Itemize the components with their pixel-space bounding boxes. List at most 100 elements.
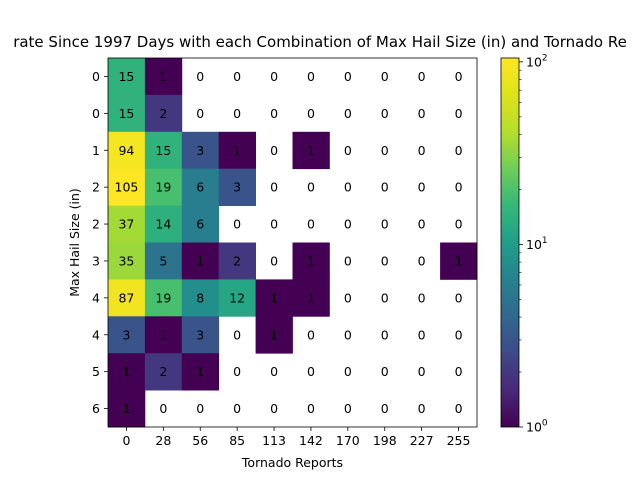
cell-value-label: 0 — [159, 401, 167, 416]
cell-value-label: 0 — [344, 253, 352, 268]
heatmap-cell — [218, 279, 256, 317]
plot-frame — [107, 57, 478, 428]
cell-value-label: 6 — [196, 180, 204, 195]
cell-value-label: 35 — [118, 253, 134, 268]
cell-value-label: 1 — [233, 143, 241, 158]
cell-value-label: 0 — [418, 290, 426, 305]
cell-value-label: 3 — [122, 327, 130, 342]
heatmap-cell — [144, 205, 183, 243]
cell-value-label: 0 — [307, 401, 315, 416]
cell-value-label: 0 — [196, 106, 204, 121]
x-tick-label: 56 — [192, 433, 208, 448]
colorbar-tick-label: 102 — [526, 53, 548, 69]
cell-value-label: 0 — [381, 253, 389, 268]
cell-value-label: 0 — [307, 106, 315, 121]
heatmap-cell — [255, 279, 293, 317]
heatmap-cell — [144, 58, 183, 96]
x-tick-label: 142 — [299, 433, 323, 448]
cell-value-label: 0 — [270, 69, 278, 84]
colorbar-ticks: 100 101 102 — [519, 53, 548, 435]
cell-value-label: 3 — [196, 143, 204, 158]
cell-value-label: 0 — [270, 217, 278, 232]
heatmap-cell — [108, 316, 146, 354]
x-tick-label: 28 — [155, 433, 171, 448]
heatmap-cell — [144, 279, 183, 317]
cell-value-label: 105 — [115, 180, 139, 195]
cell-value-label: 0 — [381, 69, 389, 84]
heatmap-cell — [181, 279, 220, 317]
heatmap-cell — [181, 205, 220, 243]
cell-value-label: 1 — [159, 69, 167, 84]
cell-value-label: 0 — [270, 106, 278, 121]
cell-value-label: 0 — [455, 364, 463, 379]
cell-value-label: 0 — [381, 217, 389, 232]
cell-value-label: 8 — [196, 290, 204, 305]
cell-value-label: 1 — [196, 364, 204, 379]
cell-value-label: 0 — [418, 253, 426, 268]
x-axis-ticks: 0 28 56 85 113 142 170 198 227 255 — [122, 427, 470, 448]
cell-value-label: 0 — [344, 69, 352, 84]
y-tick-label: 2 — [92, 180, 100, 195]
cell-value-label: 0 — [233, 327, 241, 342]
cell-value-label: 94 — [118, 143, 134, 158]
cell-value-label: 0 — [455, 69, 463, 84]
cell-value-label: 1 — [307, 143, 315, 158]
cell-value-label: 0 — [307, 364, 315, 379]
heatmap-cell — [181, 242, 220, 280]
heatmap-cells — [108, 58, 478, 428]
cell-value-label: 0 — [381, 364, 389, 379]
chart-title: rate Since 1997 Days with each Combinati… — [13, 33, 627, 51]
cell-value-label: 0 — [307, 217, 315, 232]
heatmap-cell — [108, 168, 146, 206]
cell-value-label: 0 — [344, 106, 352, 121]
y-tick-label: 0 — [92, 106, 100, 121]
x-tick-label: 255 — [447, 433, 471, 448]
heatmap-cell — [181, 353, 220, 391]
cell-value-label: 0 — [233, 364, 241, 379]
cell-value-label: 0 — [455, 143, 463, 158]
cell-value-label: 0 — [233, 69, 241, 84]
x-tick-label: 0 — [122, 433, 130, 448]
cell-value-label: 1 — [270, 327, 278, 342]
cell-value-label: 0 — [307, 69, 315, 84]
cell-value-label: 2 — [159, 106, 167, 121]
cell-value-label: 0 — [196, 69, 204, 84]
y-axis-ticks: 0 0 1 2 2 3 4 4 5 6 — [92, 69, 108, 416]
cell-value-label: 0 — [455, 290, 463, 305]
y-tick-label: 4 — [92, 327, 100, 342]
heatmap-cell — [108, 390, 146, 428]
cell-value-label: 0 — [344, 290, 352, 305]
y-axis-label: Max Hail Size (in) — [67, 188, 82, 297]
heatmap-cell — [181, 168, 220, 206]
x-tick-label: 227 — [410, 433, 434, 448]
cell-value-label: 0 — [344, 180, 352, 195]
heatmap-cell — [181, 316, 220, 354]
heatmap-cell — [144, 242, 183, 280]
cell-value-label: 0 — [344, 143, 352, 158]
cell-value-label: 0 — [455, 180, 463, 195]
cell-value-label: 14 — [155, 217, 171, 232]
cell-value-label: 1 — [270, 290, 278, 305]
cell-value-label: 0 — [381, 401, 389, 416]
cell-value-label: 0 — [418, 327, 426, 342]
heatmap-cell — [218, 131, 256, 170]
y-tick-label: 6 — [92, 401, 100, 416]
heatmap-cell — [292, 279, 330, 317]
heatmap-cell — [181, 131, 220, 170]
cell-value-label: 0 — [233, 401, 241, 416]
y-tick-label: 3 — [92, 253, 100, 268]
colorbar-tick-label: 101 — [526, 236, 548, 252]
x-axis-label: Tornado Reports — [241, 455, 343, 470]
y-tick-label: 4 — [92, 290, 100, 305]
y-tick-label: 0 — [92, 69, 100, 84]
cell-value-label: 0 — [381, 290, 389, 305]
cell-value-label: 0 — [381, 143, 389, 158]
cell-value-label: 3 — [196, 327, 204, 342]
cell-value-label: 0 — [270, 143, 278, 158]
cell-value-label: 1 — [455, 253, 463, 268]
x-tick-label: 198 — [373, 433, 397, 448]
cell-value-label: 1 — [307, 253, 315, 268]
heatmap-cell — [218, 168, 256, 206]
